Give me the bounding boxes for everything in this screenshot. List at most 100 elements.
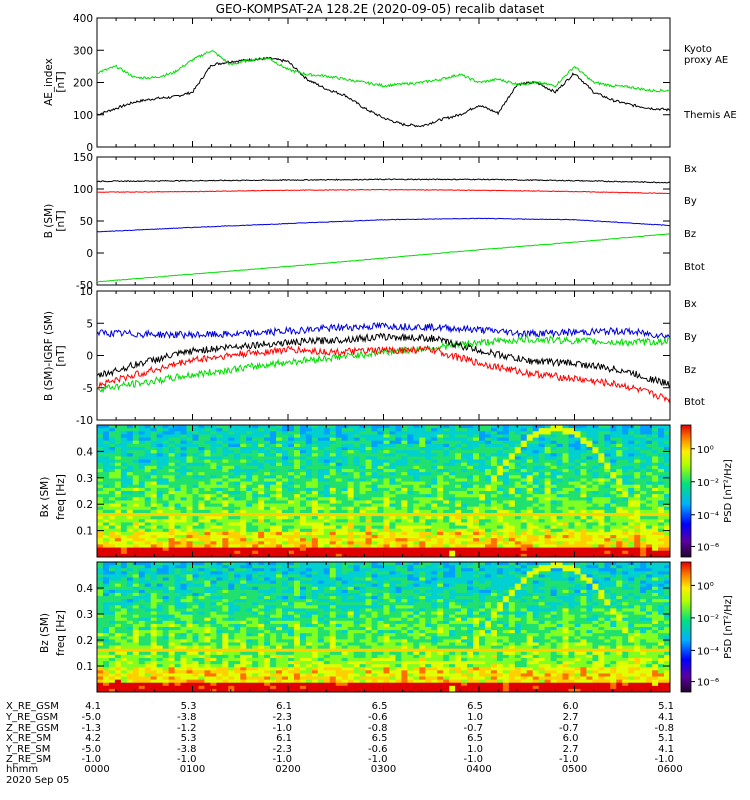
- spectrogram-cell: [150, 494, 158, 498]
- spectrogram-cell: [97, 602, 104, 606]
- spectrogram-cell: [258, 506, 265, 511]
- spectrogram-cell: [276, 535, 283, 539]
- spectrogram-cell: [323, 547, 331, 552]
- spectrogram-cell: [102, 481, 110, 486]
- spectrogram-cell: [258, 541, 265, 545]
- spectrogram-cell: [646, 459, 653, 464]
- spectrogram-cell: [562, 506, 569, 511]
- spectrogram-cell: [580, 434, 587, 438]
- spectrogram-cell: [461, 472, 468, 476]
- spectrogram-cell: [126, 565, 134, 569]
- spectrogram-cell: [329, 443, 337, 448]
- spectrogram-cell: [431, 522, 438, 526]
- spectrogram-cell: [282, 428, 289, 432]
- spectrogram-cell: [347, 465, 355, 470]
- spectrogram-cell: [174, 469, 181, 473]
- spectrogram-cell: [186, 475, 193, 479]
- spectrogram-cell: [449, 459, 456, 464]
- spectrogram-cell: [186, 535, 193, 539]
- spectrogram-cell: [246, 494, 253, 498]
- panel-frame: [96, 156, 671, 286]
- spectrogram-cell: [443, 513, 450, 517]
- spectrogram-cell: [150, 509, 158, 514]
- spectrogram-cell: [341, 494, 349, 498]
- spectrogram-cell: [652, 475, 659, 479]
- spectrogram-cell: [658, 531, 665, 536]
- spectrogram-cell: [389, 447, 396, 451]
- spectrogram-cell: [628, 484, 635, 489]
- spectrogram-cell: [353, 547, 361, 552]
- spectrogram-cell: [97, 456, 104, 460]
- spectrogram-cell: [610, 519, 617, 523]
- spectrogram-cell: [425, 447, 432, 451]
- spectrogram-cell: [150, 611, 158, 616]
- spectrogram-cell: [192, 547, 199, 552]
- spectrogram-cell: [437, 519, 444, 523]
- spectrogram-cell: [102, 538, 110, 542]
- spectrogram-cell: [186, 447, 193, 451]
- spectrogram-cell: [610, 550, 617, 555]
- spectrogram-cell: [664, 462, 671, 467]
- spectrogram-cell: [132, 565, 140, 569]
- spectrogram-cell: [114, 577, 122, 581]
- spectrogram-cell: [216, 484, 223, 489]
- spectrogram-cell: [568, 450, 575, 454]
- spectrogram-cell: [628, 465, 635, 470]
- spectrogram-cell: [144, 503, 152, 508]
- spectrogram-cell: [240, 447, 247, 451]
- spectrogram-cell: [532, 519, 540, 523]
- spectrogram-cell: [562, 503, 569, 508]
- spectrogram-cell: [270, 535, 277, 539]
- spectrogram-cell: [144, 592, 152, 597]
- spectrogram-cell: [282, 541, 289, 545]
- spectrogram-cell: [598, 516, 605, 520]
- spectrogram-cell: [502, 456, 510, 460]
- spectrogram-cell: [150, 571, 158, 575]
- spectrogram-cell: [347, 487, 355, 492]
- spectrogram-cell: [180, 425, 187, 429]
- spectrogram-cell: [347, 500, 355, 504]
- spectrogram-cell: [305, 538, 313, 542]
- spectrogram-cell: [532, 462, 540, 467]
- spectrogram-cell: [580, 500, 587, 504]
- spectrogram-cell: [97, 642, 104, 646]
- spectrogram-cell: [144, 614, 152, 619]
- spectrogram-cell: [389, 487, 396, 492]
- spectrogram-cell: [132, 528, 140, 533]
- spectrogram-cell: [389, 440, 396, 445]
- spectrogram-cell: [652, 462, 659, 467]
- spectrogram-cell: [652, 516, 659, 520]
- spectrogram-cell: [264, 434, 271, 438]
- spectrogram-cell: [610, 462, 617, 467]
- spectrogram-cell: [622, 509, 629, 514]
- spectrogram-cell: [437, 431, 444, 435]
- spectrogram-cell: [108, 538, 116, 542]
- spectrogram-cell: [204, 469, 211, 473]
- y-tick-label: 100: [73, 110, 93, 122]
- spectrogram-cell: [168, 642, 175, 646]
- spectrogram-cell: [508, 443, 516, 448]
- spectrogram-cell: [246, 456, 253, 460]
- spectrogram-cell: [335, 434, 343, 438]
- spectrogram-cell: [144, 679, 152, 684]
- spectrogram-cell: [544, 513, 552, 517]
- spectrogram-cell: [108, 453, 116, 457]
- spectrogram-cell: [556, 434, 563, 438]
- spectrogram-cell: [604, 535, 611, 539]
- spectrogram-cell: [484, 453, 492, 457]
- spectrogram-cell: [323, 509, 331, 514]
- spectrogram-cell: [210, 522, 217, 526]
- spectrogram-cell: [174, 627, 181, 631]
- spectrogram-cell: [162, 428, 170, 432]
- spectrogram-cell: [425, 459, 432, 464]
- spectrogram-cell: [150, 516, 158, 520]
- spectrogram-cell: [616, 509, 623, 514]
- spectrogram-cell: [108, 596, 116, 600]
- spectrogram-cell: [186, 484, 193, 489]
- spectrogram-cell: [329, 434, 337, 438]
- spectrogram-cell: [311, 459, 319, 464]
- spectrogram-cell: [311, 494, 319, 498]
- spectrogram-cell: [168, 639, 175, 643]
- spectrogram-cell: [102, 627, 110, 631]
- spectrogram-cell: [664, 538, 671, 542]
